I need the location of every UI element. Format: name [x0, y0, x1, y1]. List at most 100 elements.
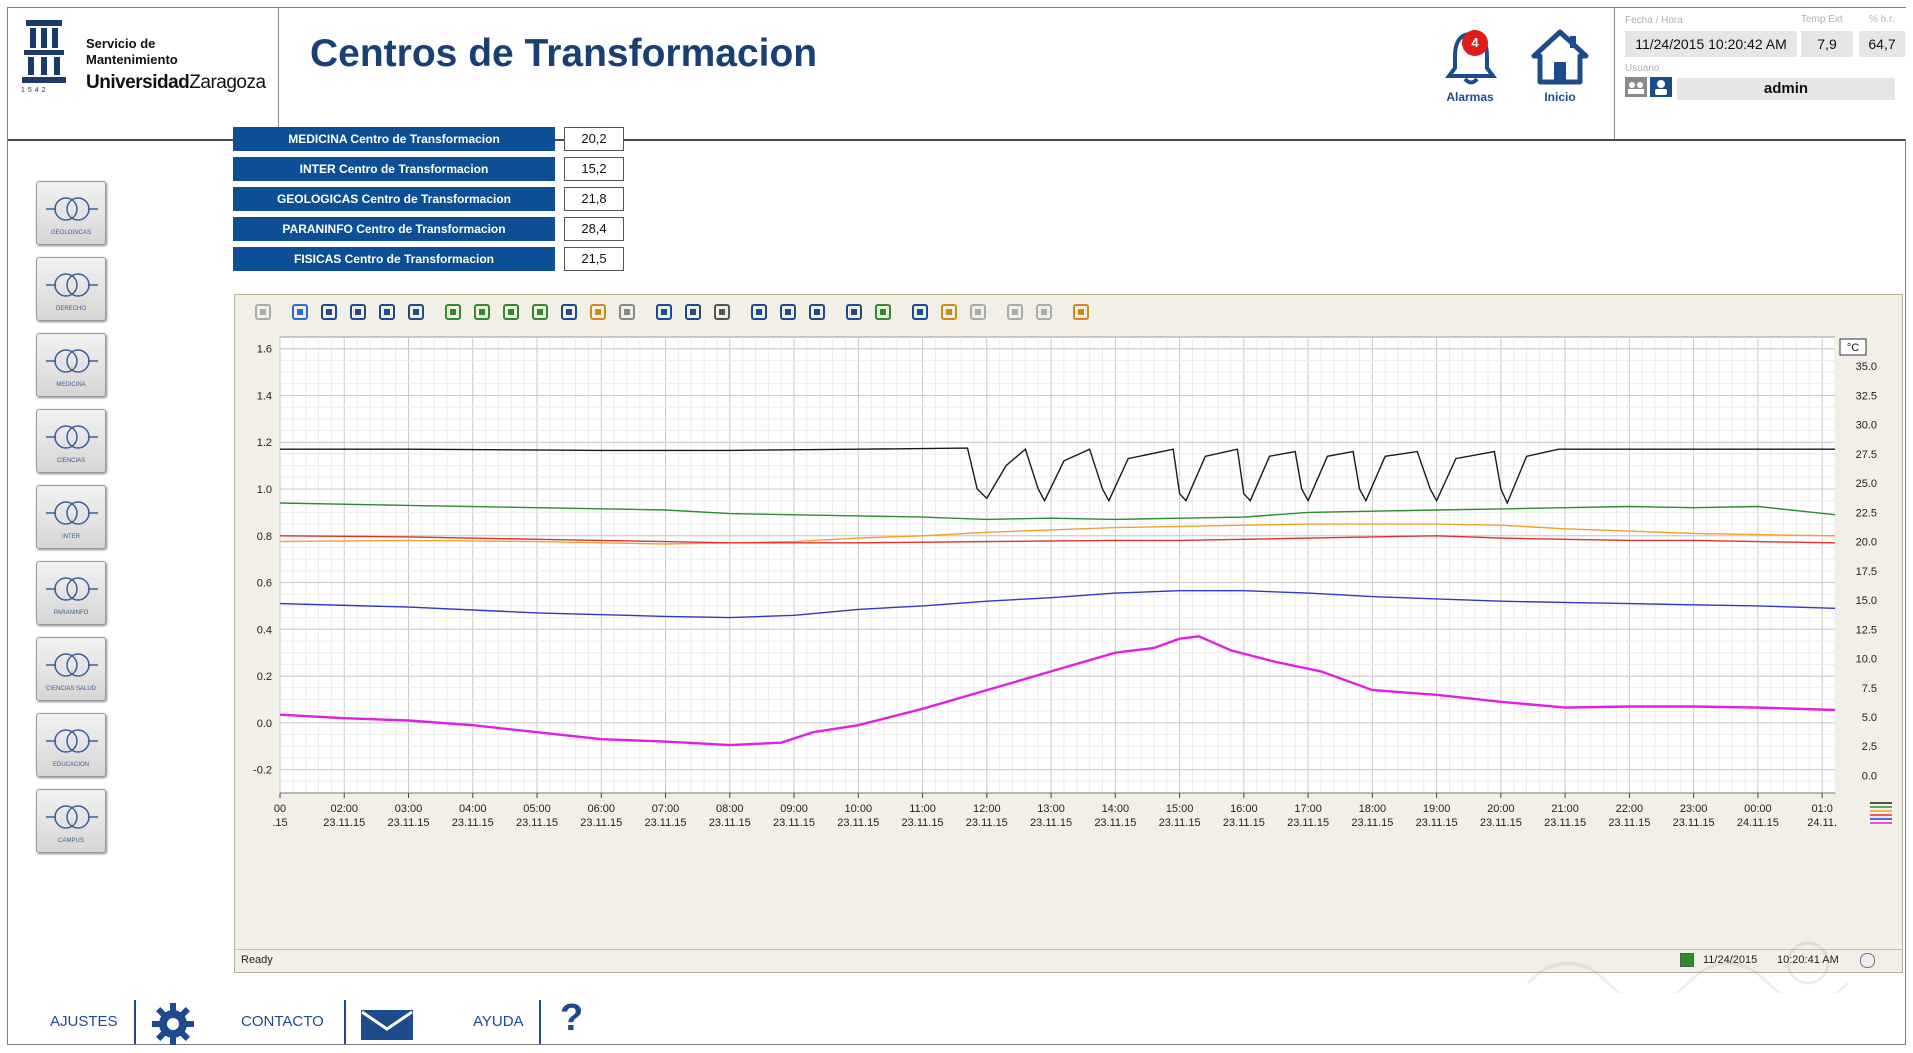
first-icon[interactable] — [319, 302, 339, 322]
help-link[interactable]: AYUDA — [473, 1013, 524, 1030]
x-axis-date-label: 23.11.15 — [1608, 817, 1650, 829]
next-view-icon[interactable] — [778, 302, 798, 322]
watermark-decoration — [1526, 941, 1850, 993]
axis-icon[interactable] — [910, 302, 930, 322]
original-view-icon[interactable] — [617, 302, 637, 322]
sidebar-item-label: MEDICINA — [56, 382, 86, 388]
alarm-count-badge: 4 — [1462, 30, 1488, 56]
sidebar-item-medicina[interactable]: MEDICINA — [36, 333, 106, 397]
sidebar-item-geologicas[interactable]: GEOLOGICAS — [36, 181, 106, 245]
x-axis-date-label: 24.11. — [1807, 817, 1837, 829]
home-icon — [1531, 29, 1589, 85]
x-axis-time-label: 17:00 — [1294, 803, 1322, 815]
prev-view-icon[interactable] — [749, 302, 769, 322]
trend-status-bar: Ready 11/24/2015 10:20:41 AM — [235, 949, 1902, 972]
x-axis-time-label: 06:00 — [588, 803, 616, 815]
center-label[interactable]: PARANINFO Centro de Transformacion — [233, 217, 555, 241]
gear-icon[interactable] — [151, 1002, 195, 1046]
pan-icon[interactable] — [559, 302, 579, 322]
x-axis-time-label: 08:00 — [716, 803, 744, 815]
settings-link[interactable]: AJUSTES — [50, 1013, 118, 1030]
zoom-time-icon[interactable] — [501, 302, 521, 322]
print-icon[interactable] — [844, 302, 864, 322]
right-axis-tick-label: 2.5 — [1862, 741, 1877, 753]
logo-text-line1: Servicio de — [86, 36, 156, 51]
zoom-in-icon[interactable] — [472, 302, 492, 322]
trend-chart[interactable]: 1.6 1.4 1.2 1.0 0.8 0.6 0.4 0.2 0.0 -0.2 35.0 32.5 3… — [235, 331, 1902, 951]
x-axis-date-label: 23.11.15 — [516, 817, 558, 829]
series-line-5 — [279, 635, 1836, 747]
right-axis-tick-label: 12.5 — [1856, 624, 1877, 636]
trend-control[interactable]: 1.6 1.4 1.2 1.0 0.8 0.6 0.4 0.2 0.0 -0.2 35.0 32.5 3… — [234, 294, 1903, 973]
contact-link[interactable]: CONTACTO — [241, 1013, 324, 1030]
help-icon[interactable] — [253, 302, 273, 322]
center-label[interactable]: MEDICINA Centro de Transformacion — [233, 127, 555, 151]
x-axis-time-label: 16:00 — [1230, 803, 1258, 815]
alarms-button[interactable]: 4 Alarmas — [1435, 26, 1505, 110]
datetime-caption: Fecha / Hora — [1625, 15, 1683, 26]
value-axis-icon[interactable] — [939, 302, 959, 322]
left-axis-tick-label: 1.4 — [257, 390, 272, 402]
center-label[interactable]: INTER Centro de Transformacion — [233, 157, 555, 181]
prev-icon[interactable] — [348, 302, 368, 322]
ruler-icon[interactable] — [683, 302, 703, 322]
last-icon[interactable] — [406, 302, 426, 322]
sidebar-item-derecho[interactable]: DERECHO — [36, 257, 106, 321]
next-icon[interactable] — [377, 302, 397, 322]
x-axis-date-label: 23.11.15 — [1094, 817, 1136, 829]
right-axis-tick-label: 15.0 — [1856, 595, 1877, 607]
refresh-status-icon[interactable] — [1860, 953, 1875, 968]
sidebar-item-label: INTER — [62, 534, 80, 540]
x-axis-time-label: 05:00 — [523, 803, 551, 815]
x-axis-time-label: 23:00 — [1680, 803, 1708, 815]
add-curve-icon[interactable] — [1005, 302, 1025, 322]
stop-icon[interactable] — [807, 302, 827, 322]
sidebar-item-campus[interactable]: CAMPUS — [36, 789, 106, 853]
zoom-area-icon[interactable] — [443, 302, 463, 322]
delete-icon[interactable] — [1034, 302, 1054, 322]
unit-box — [1839, 338, 1867, 356]
left-axis-tick-label: 0.2 — [257, 671, 272, 683]
user-group-icon[interactable] — [1625, 77, 1647, 97]
envelope-icon[interactable] — [360, 1009, 414, 1041]
center-label[interactable]: GEOLOGICAS Centro de Transformacion — [233, 187, 555, 211]
temperature-caption: Temp Ext — [1801, 14, 1843, 25]
transformer-icon — [46, 729, 98, 753]
right-axis-tick-label: 20.0 — [1856, 537, 1877, 549]
sidebar-item-inter[interactable]: INTER — [36, 485, 106, 549]
alarms-label: Alarmas — [1446, 90, 1494, 104]
config-icon[interactable] — [873, 302, 893, 322]
app-frame: 1542 Servicio de Mantenimiento Universid… — [7, 7, 1906, 1045]
right-axis-tick-label: 27.5 — [1856, 449, 1877, 461]
sidebar-item-educacion[interactable]: EDUCACION — [36, 713, 106, 777]
x-axis-date-label: 23.11.15 — [1159, 817, 1201, 829]
percent-icon[interactable] — [1071, 302, 1091, 322]
export-icon[interactable] — [290, 302, 310, 322]
question-mark-icon[interactable]: ? — [560, 997, 584, 1039]
x-axis-time-label: 00:00 — [1744, 803, 1772, 815]
sidebar-item-ciencias-salud[interactable]: CIENCIAS SALUD — [36, 637, 106, 701]
status-date: 11/24/2015 — [1703, 954, 1758, 966]
home-button[interactable]: Inicio — [1525, 26, 1595, 110]
user-icon[interactable] — [1650, 77, 1672, 97]
sidebar-item-label: CIENCIAS — [56, 458, 86, 464]
x-axis-time-label: 03:00 — [395, 803, 423, 815]
right-axis-tick-label: 7.5 — [1862, 683, 1877, 695]
sidebar-item-ciencias[interactable]: CIENCIAS — [36, 409, 106, 473]
series-line-1 — [279, 502, 1836, 521]
transformer-icon — [46, 577, 98, 601]
humidity-value: 64,7 — [1859, 31, 1905, 57]
sidebar-item-paraninfo[interactable]: PARANINFO — [36, 561, 106, 625]
center-label[interactable]: FISICAS Centro de Transformacion — [233, 247, 555, 271]
right-axis-unit: °C — [1847, 342, 1859, 354]
center-value: 15,2 — [564, 157, 624, 181]
time-range-icon[interactable] — [712, 302, 732, 322]
x-axis-time-label: 13:00 — [1037, 803, 1065, 815]
trend-toolbar — [241, 299, 1293, 327]
select-data-icon[interactable] — [654, 302, 674, 322]
zoom-value-icon[interactable] — [530, 302, 550, 322]
x-axis-time-label: 19:00 — [1423, 803, 1451, 815]
move-axis-icon[interactable] — [588, 302, 608, 322]
transformer-icon — [46, 501, 98, 525]
statistics-icon[interactable] — [968, 302, 988, 322]
